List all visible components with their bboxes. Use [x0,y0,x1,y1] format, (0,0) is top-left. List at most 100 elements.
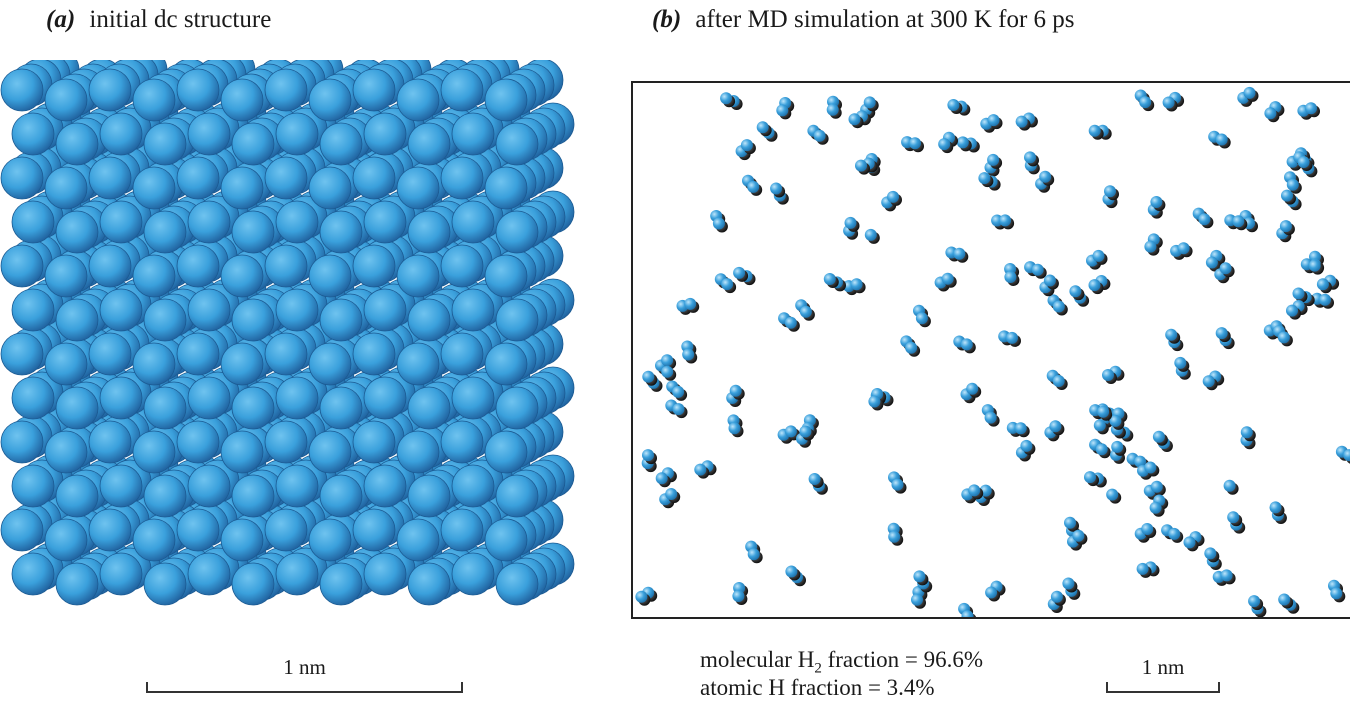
hydrogen-atom [1150,480,1163,493]
hydrogen-atom [1269,501,1282,514]
hydrogen-atom [1072,529,1085,542]
lattice-sphere [99,552,143,596]
hydrogen-atom [1097,405,1110,418]
lattice-sphere [176,244,220,288]
lattice-sphere [143,122,187,166]
hydrogen-atom [1134,455,1147,468]
lattice-sphere [55,474,99,518]
hydrogen-atom [966,382,979,395]
hydrogen-atom [1109,414,1122,427]
lattice-sphere [0,420,44,464]
hydrogen-atom [635,590,648,603]
lattice-sphere [220,166,264,210]
hydrogen-atom [740,139,753,152]
hydrogen-atom [776,104,789,117]
lattice-sphere [352,156,396,200]
lattice-sphere [451,376,495,420]
hydrogen-atom [682,348,695,361]
lattice-sphere [0,508,44,552]
lattice-sphere [44,518,88,562]
hydrogen-atom [1292,287,1305,300]
panel-a-title: (a) initial dc structure [46,6,271,34]
lattice-sphere [352,332,396,376]
hydrogen-atom [1015,115,1028,128]
hydrogen-atom [672,385,685,398]
lattice-sphere [495,474,539,518]
hydrogen-atom [1177,242,1190,255]
hydrogen-atom [1031,263,1044,276]
hydrogen-atom [799,425,812,438]
lattice-sphere [396,254,440,298]
lattice-sphere [0,332,44,376]
hydrogen-atom [941,272,954,285]
hydrogen-atom [938,138,951,151]
lattice-sphere [176,508,220,552]
lattice-sphere [88,244,132,288]
lattice-sphere [88,332,132,376]
lattice-sphere [11,112,55,156]
hydrogen-atom [850,278,863,291]
lattice-sphere [187,464,231,508]
hydrogen-atom [1102,369,1114,381]
hydrogen-atom [1223,479,1236,492]
hydrogen-atom [984,411,997,424]
hydrogen-atom [1227,511,1240,524]
hydrogen-atom [868,395,881,408]
hydrogen-atom [1006,331,1018,344]
hydrogen-atom [1039,170,1052,183]
lattice-sphere [451,200,495,244]
lattice-sphere [495,210,539,254]
lattice-sphere [132,254,176,298]
lattice-sphere [319,562,363,606]
hydrogen-atom [905,341,918,354]
lattice-sphere [396,166,440,210]
lattice-sphere [0,156,44,200]
hydrogen-atom [1093,419,1106,432]
lattice-sphere [55,210,99,254]
hydrogen-atom [1165,328,1178,341]
lattice-sphere [484,254,528,298]
lattice-sphere [55,122,99,166]
hydrogen-atom [887,190,899,203]
lattice-sphere [143,474,187,518]
hydrogen-atom [953,247,966,260]
hydrogen-atom [747,180,760,193]
hydrogen-atom [1198,213,1211,226]
hydrogen-atom [1162,96,1175,109]
lattice-sphere [495,386,539,430]
hydrogen-atom [1264,107,1277,120]
lattice-sphere [220,342,264,386]
hydrogen-atom [770,182,783,195]
lattice-sphere [231,386,275,430]
lattice-sphere [352,68,396,112]
lattice-sphere [275,112,319,156]
lattice-sphere [143,298,187,342]
hydrogen-atom [728,422,741,435]
lattice-sphere [99,200,143,244]
hydrogen-atom [684,297,697,310]
lattice-sphere [319,386,363,430]
lattice-sphere [484,430,528,474]
hydrogen-atom [987,153,1000,166]
lattice-sphere [319,474,363,518]
lattice-sphere [176,68,220,112]
lattice-sphere [264,68,308,112]
lattice-sphere [132,342,176,386]
hydrogen-atom [823,273,836,285]
hydrogen-atom [784,425,797,438]
hydrogen-atom [732,590,745,602]
molecular-fraction-text: molecular H2 fraction = 96.6% [700,647,983,678]
hydrogen-atom [1052,375,1065,387]
lattice-sphere [319,298,363,342]
hydrogen-atom [712,217,725,230]
lattice-sphere [352,420,396,464]
lattice-sphere [440,508,484,552]
scale-bar-b-label: 1 nm [1141,655,1185,679]
lattice-sphere [44,342,88,386]
lattice-sphere [363,112,407,156]
lattice-sphere [440,332,484,376]
hydrogen-atom [1150,196,1163,208]
hydrogen-atom [1215,327,1228,340]
hydrogen-atom [947,99,960,111]
hydrogen-atom [968,484,981,497]
